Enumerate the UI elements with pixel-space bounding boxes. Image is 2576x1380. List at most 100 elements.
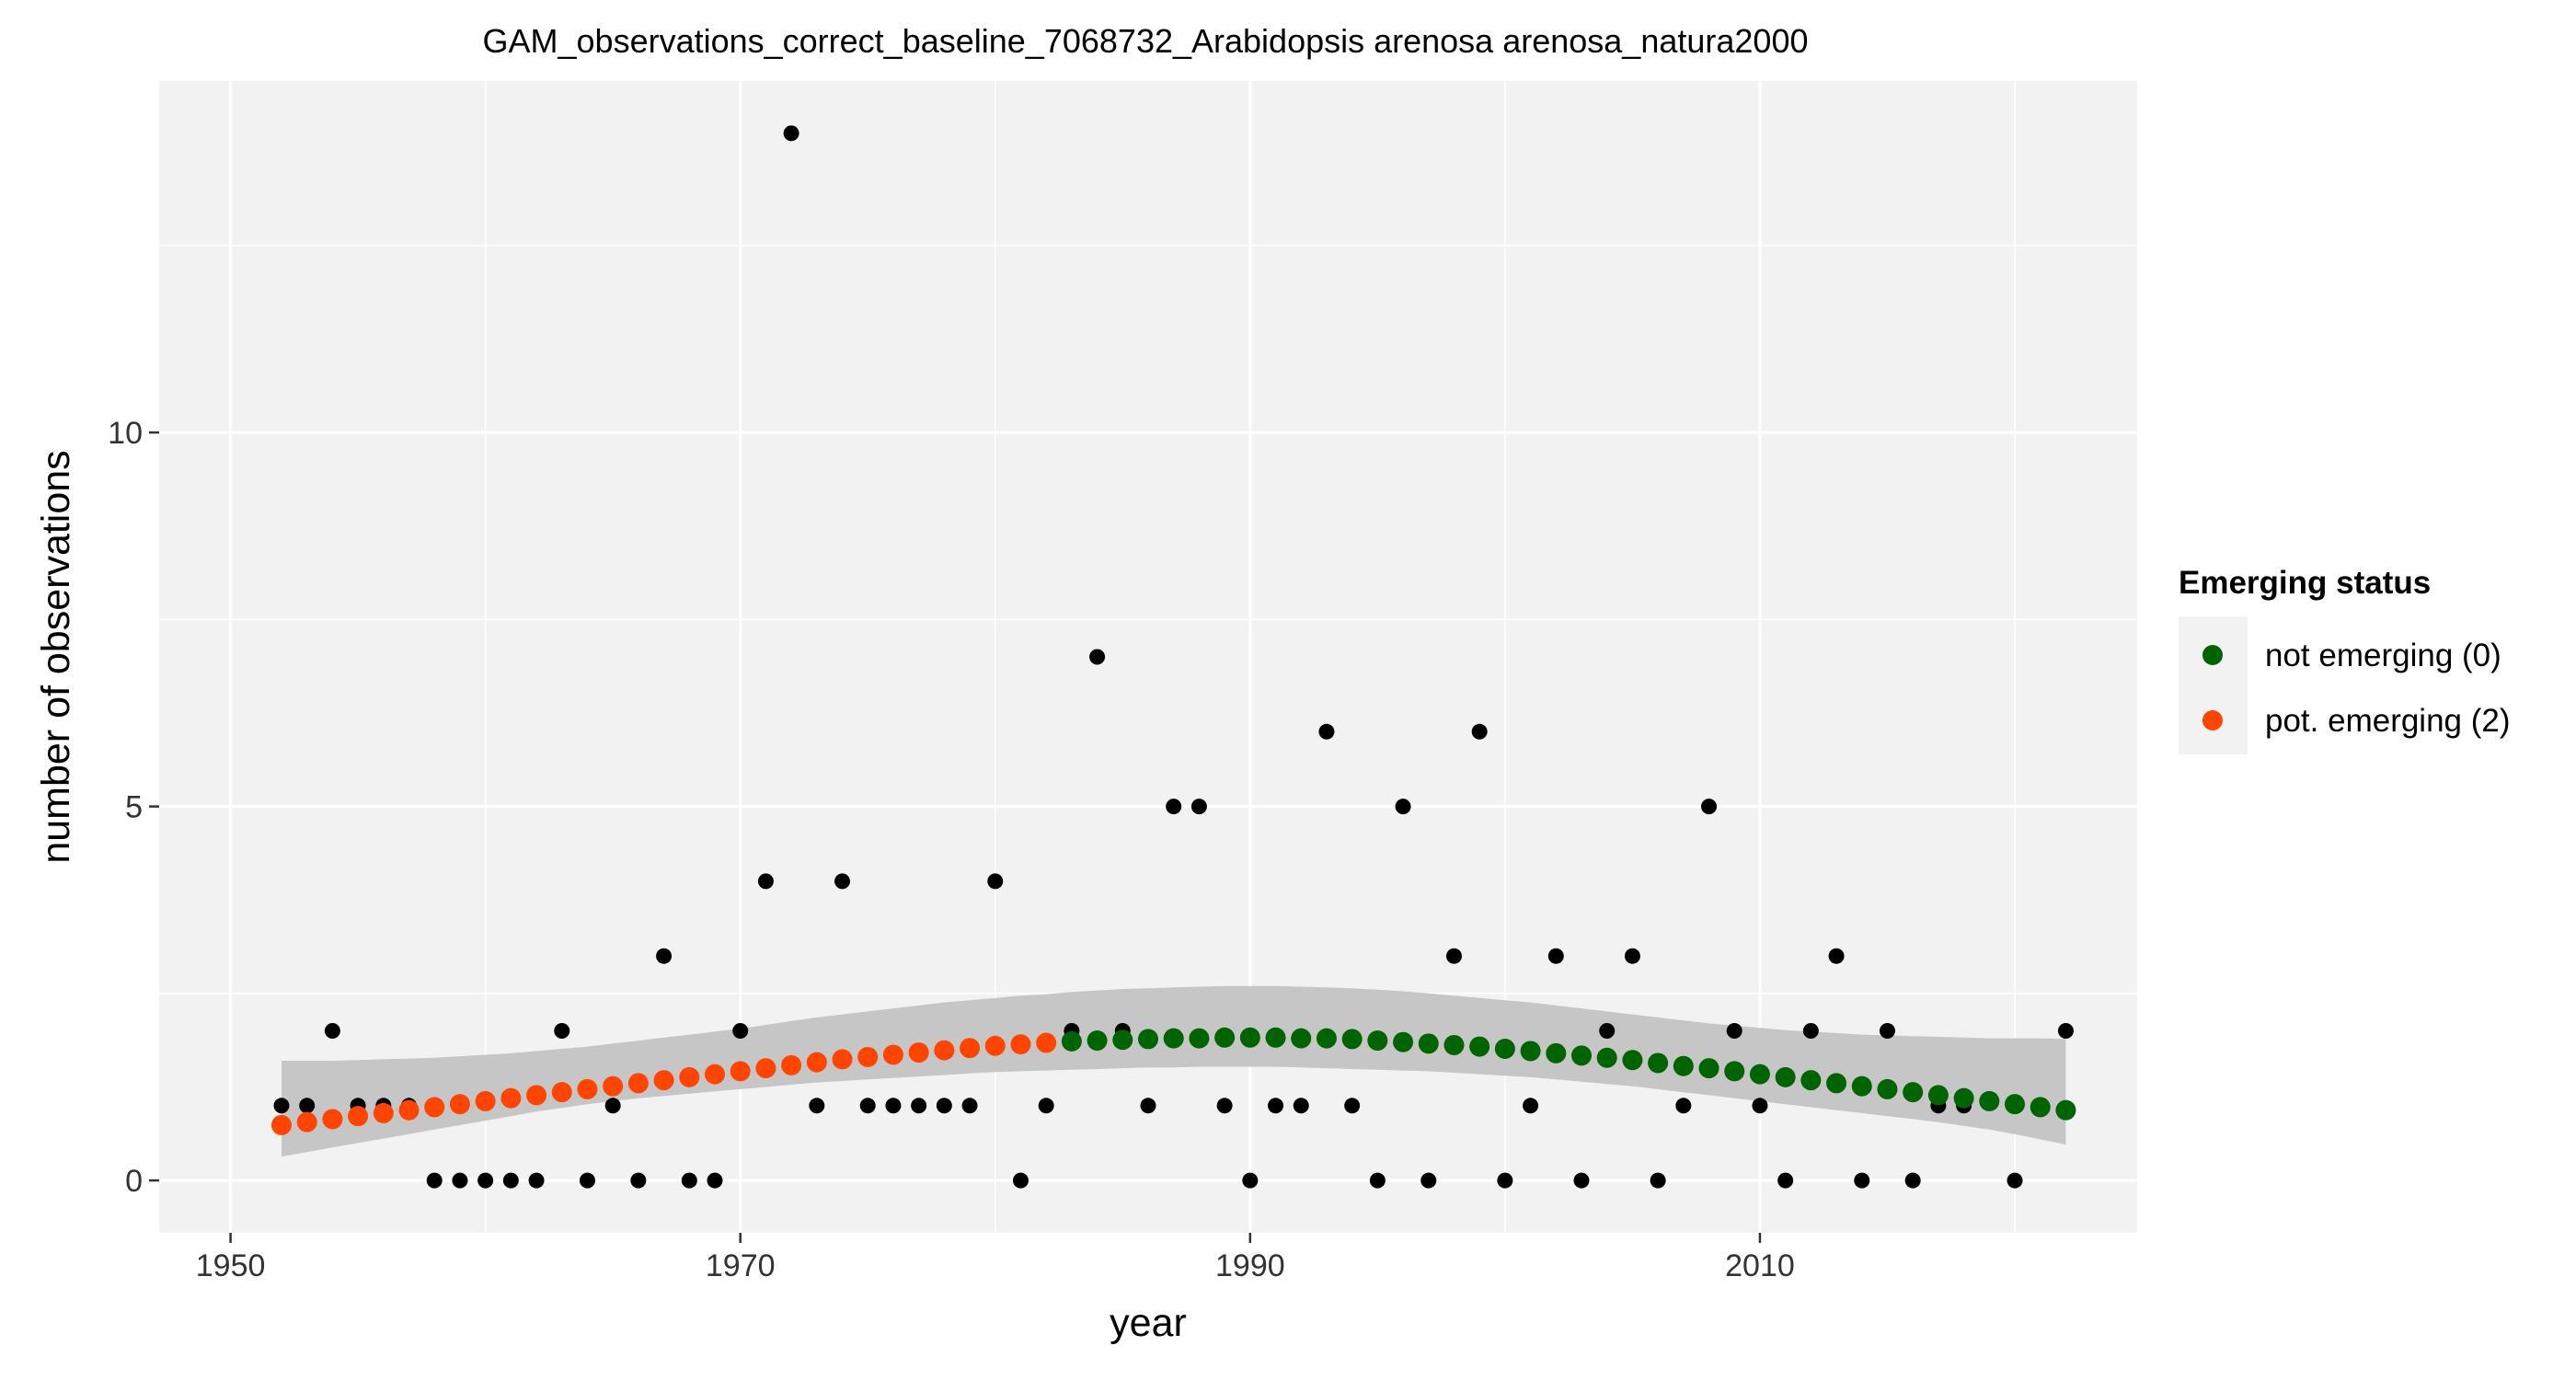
observed-point — [452, 1172, 468, 1189]
fitted-point-pot-emerging — [296, 1111, 317, 1133]
fitted-point-not-emerging — [1826, 1073, 1847, 1094]
observed-point — [1675, 1098, 1692, 1114]
observed-point — [1216, 1098, 1233, 1114]
x-tick-label: 1990 — [1215, 1248, 1285, 1283]
observed-point — [477, 1172, 494, 1189]
fitted-point-pot-emerging — [908, 1042, 929, 1064]
fitted-point-pot-emerging — [1010, 1034, 1031, 1055]
fitted-point-pot-emerging — [398, 1099, 420, 1121]
fitted-point-pot-emerging — [551, 1082, 572, 1103]
x-tick-label: 2010 — [1725, 1248, 1795, 1283]
fitted-point-pot-emerging — [653, 1070, 674, 1091]
observed-point — [1445, 948, 1462, 964]
observed-point — [1701, 799, 1718, 815]
confidence-ribbon — [282, 985, 2066, 1157]
fitted-point-not-emerging — [1316, 1028, 1337, 1049]
fitted-point-not-emerging — [1418, 1033, 1439, 1054]
fitted-points — [270, 1027, 2076, 1135]
observed-point — [1523, 1098, 1539, 1114]
observed-point — [987, 873, 1004, 890]
observed-point — [1268, 1098, 1284, 1114]
observed-point — [1497, 1172, 1513, 1189]
fitted-point-not-emerging — [1851, 1075, 1872, 1097]
fitted-point-not-emerging — [1520, 1041, 1541, 1062]
fitted-point-pot-emerging — [882, 1044, 903, 1065]
fitted-point-not-emerging — [1061, 1030, 1082, 1052]
fitted-point-not-emerging — [1903, 1082, 1924, 1103]
legend-label-pot-emerging: pot. emerging (2) — [2265, 703, 2511, 739]
y-axis: 0 5 10 — [108, 416, 159, 1199]
observed-point — [1369, 1172, 1386, 1189]
fitted-point-not-emerging — [1291, 1028, 1312, 1049]
observed-point — [1344, 1098, 1361, 1114]
fitted-point-pot-emerging — [832, 1049, 853, 1070]
fitted-point-pot-emerging — [526, 1085, 547, 1106]
observed-point — [1802, 1022, 1819, 1039]
observed-point — [502, 1172, 519, 1189]
fitted-point-not-emerging — [1265, 1027, 1286, 1048]
fitted-point-pot-emerging — [704, 1064, 725, 1085]
fitted-point-pot-emerging — [603, 1075, 624, 1097]
observed-point — [885, 1098, 902, 1114]
observed-point — [1599, 1022, 1616, 1039]
observed-point — [1547, 948, 1564, 964]
fitted-point-pot-emerging — [934, 1040, 955, 1061]
fitted-point-not-emerging — [1189, 1028, 1210, 1049]
fitted-point-not-emerging — [1979, 1090, 2000, 1111]
fitted-point-not-emerging — [1724, 1061, 1745, 1082]
fitted-point-not-emerging — [1775, 1066, 1796, 1087]
observed-point — [1038, 1098, 1054, 1114]
y-tick-label: 0 — [125, 1164, 143, 1199]
fitted-point-not-emerging — [1469, 1036, 1490, 1057]
y-tick-label: 10 — [108, 416, 143, 451]
fitted-point-pot-emerging — [500, 1087, 522, 1109]
observed-point — [1879, 1022, 1895, 1039]
observed-point — [1471, 723, 1488, 740]
y-tick-label: 5 — [125, 790, 143, 825]
fitted-point-not-emerging — [1571, 1045, 1593, 1066]
fitted-point-not-emerging — [2030, 1097, 2051, 1118]
observed-point — [426, 1172, 443, 1189]
observed-point — [1166, 799, 1182, 815]
observed-point — [299, 1098, 316, 1114]
fitted-point-not-emerging — [1673, 1055, 1694, 1076]
observed-point — [1140, 1098, 1156, 1114]
observed-point — [1650, 1172, 1666, 1189]
fitted-point-pot-emerging — [577, 1078, 598, 1099]
fitted-point-not-emerging — [1546, 1042, 1567, 1064]
fitted-point-pot-emerging — [857, 1046, 879, 1067]
observed-point — [1854, 1172, 1870, 1189]
fitted-point-pot-emerging — [984, 1035, 1006, 1056]
observed-point — [1573, 1172, 1590, 1189]
observed-point — [1089, 649, 1106, 665]
observed-point — [1752, 1098, 1768, 1114]
observed-point — [1726, 1022, 1742, 1039]
observed-point — [1293, 1098, 1309, 1114]
observed-point — [732, 1022, 749, 1039]
observed-point — [604, 1098, 621, 1114]
observed-point — [834, 873, 851, 890]
fitted-point-pot-emerging — [781, 1054, 802, 1075]
observed-point — [809, 1098, 825, 1114]
grid-minor — [159, 81, 2137, 1233]
fitted-point-not-emerging — [1698, 1058, 1719, 1079]
chart-title: GAM_observations_correct_baseline_706873… — [483, 22, 1809, 60]
legend-key-not-emerging — [2202, 645, 2223, 665]
observed-point — [783, 125, 799, 142]
observed-point — [1777, 1172, 1794, 1189]
fitted-point-pot-emerging — [755, 1058, 776, 1079]
observed-point — [1904, 1172, 1921, 1189]
observed-point — [859, 1098, 876, 1114]
fitted-point-pot-emerging — [475, 1090, 496, 1111]
fitted-point-pot-emerging — [627, 1073, 649, 1094]
fitted-point-pot-emerging — [730, 1061, 751, 1082]
observed-point — [1828, 948, 1845, 964]
observed-point — [1395, 799, 1411, 815]
observed-point — [1190, 799, 1207, 815]
fitted-point-pot-emerging — [1036, 1032, 1057, 1053]
fitted-point-not-emerging — [1953, 1087, 1974, 1109]
fitted-point-pot-emerging — [424, 1097, 445, 1118]
observed-points — [273, 125, 2074, 1189]
observed-point — [1624, 948, 1640, 964]
